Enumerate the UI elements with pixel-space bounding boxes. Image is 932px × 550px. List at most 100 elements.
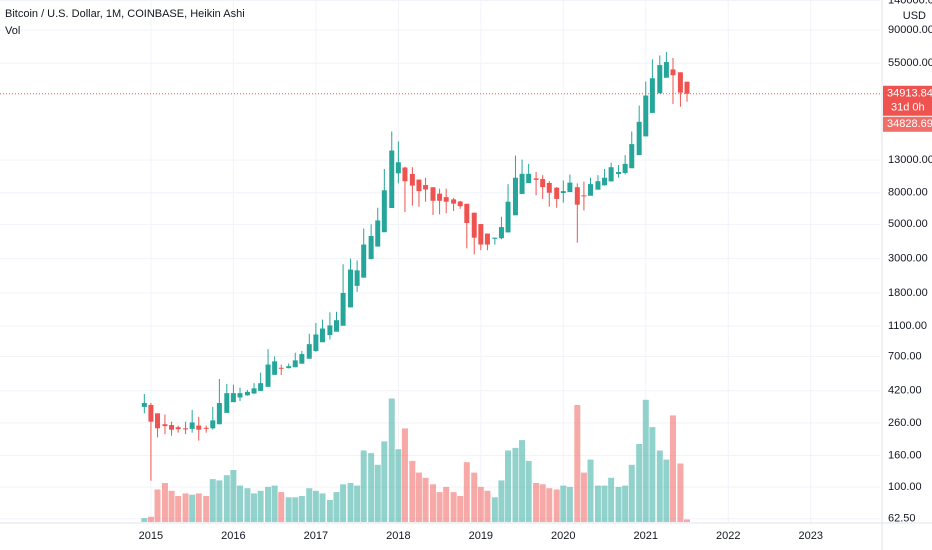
volume-bar xyxy=(189,494,196,522)
x-tick-label: 2018 xyxy=(386,530,410,542)
volume-pane xyxy=(141,398,691,522)
volume-bar xyxy=(539,484,546,522)
volume-bar xyxy=(354,485,361,522)
x-tick-label: 2016 xyxy=(221,530,245,542)
second-price-box xyxy=(883,116,932,132)
candle-body xyxy=(340,292,346,326)
candle-body xyxy=(333,320,339,332)
volume-label: Vol xyxy=(5,25,20,37)
candle-body xyxy=(216,402,222,425)
candle-body xyxy=(636,121,642,156)
y-tick-label: 55000.00 xyxy=(888,57,932,69)
volume-bar xyxy=(209,479,216,522)
volume-bar xyxy=(608,477,615,522)
y-tick-label: 8000.00 xyxy=(888,187,928,199)
volume-bar xyxy=(161,483,168,522)
candle-body xyxy=(657,65,663,94)
candle-body xyxy=(278,367,284,369)
chart-title: Bitcoin / U.S. Dollar, 1M, COINBASE, Hei… xyxy=(5,8,245,20)
volume-bar xyxy=(436,492,443,522)
volume-bar xyxy=(601,485,608,522)
volume-bar xyxy=(381,441,388,522)
candle-body xyxy=(148,404,154,422)
candle-body xyxy=(286,366,292,369)
candle-body xyxy=(649,78,655,113)
volume-bar xyxy=(553,489,560,522)
candle-body xyxy=(643,95,649,137)
y-tick-label: 13000.00 xyxy=(888,154,932,166)
candle-body xyxy=(457,201,463,207)
volume-bar xyxy=(141,518,148,522)
candle-body xyxy=(684,81,690,94)
volume-bar xyxy=(484,490,491,522)
candle-body xyxy=(437,193,443,201)
y-tick-label: 100.00 xyxy=(888,481,922,493)
candle-body xyxy=(169,425,175,430)
volume-bar xyxy=(374,464,381,522)
volume-bar xyxy=(491,497,498,522)
candle-body xyxy=(196,425,202,430)
candle-body xyxy=(354,270,360,286)
candle-body xyxy=(224,393,230,413)
volume-bar xyxy=(203,496,210,522)
volume-bar xyxy=(154,489,161,522)
volume-bar xyxy=(415,472,422,522)
y-tick-label: 260.00 xyxy=(888,417,922,429)
volume-bar xyxy=(230,470,237,522)
candle-body xyxy=(498,227,504,239)
candle-body xyxy=(389,150,395,209)
candle-body xyxy=(663,62,669,78)
candle-body xyxy=(244,391,250,396)
volume-bar xyxy=(615,486,622,522)
candle-body xyxy=(368,236,374,260)
volume-bar xyxy=(388,398,395,522)
y-tick-label: 62.50 xyxy=(888,513,916,525)
candle-body xyxy=(567,182,573,193)
volume-bar xyxy=(409,460,416,522)
volume-bar xyxy=(422,477,429,522)
candle-body xyxy=(189,422,195,429)
volume-bar xyxy=(271,485,278,522)
volume-bar xyxy=(450,492,457,522)
volume-bar xyxy=(195,493,202,522)
candle-body xyxy=(210,420,216,429)
volume-bar xyxy=(628,464,635,522)
volume-bar xyxy=(147,516,154,522)
volume-bar xyxy=(566,486,573,522)
volume-bar xyxy=(560,485,567,522)
candle-body xyxy=(319,328,325,343)
volume-bar xyxy=(519,440,526,522)
volume-bar xyxy=(471,472,478,522)
candle-body xyxy=(251,388,257,394)
candle-body xyxy=(265,364,271,387)
currency-label: USD xyxy=(903,10,926,22)
volume-bar xyxy=(587,459,594,522)
volume-bar xyxy=(223,475,230,522)
volume-bar xyxy=(298,496,305,522)
candle-body xyxy=(622,163,628,173)
volume-bar xyxy=(319,493,326,522)
candle-body xyxy=(237,393,243,398)
volume-bar xyxy=(368,453,375,522)
volume-bar xyxy=(244,488,251,522)
candle-body xyxy=(402,167,408,182)
x-tick-label: 2021 xyxy=(634,530,658,542)
y-tick-label: 420.00 xyxy=(888,385,922,397)
volume-bar xyxy=(457,496,464,522)
candle-body xyxy=(602,177,608,186)
candle-body xyxy=(512,177,518,216)
candle-body xyxy=(595,181,601,190)
candle-body xyxy=(306,344,312,359)
x-tick-label: 2015 xyxy=(139,530,163,542)
y-tick-label: 140000.00 xyxy=(888,0,932,6)
candle-body xyxy=(299,354,305,364)
candle-body xyxy=(272,361,278,375)
x-tick-label: 2022 xyxy=(716,530,740,542)
candle-body xyxy=(533,178,539,180)
y-tick-label: 3000.00 xyxy=(888,253,928,265)
volume-bar xyxy=(168,490,175,522)
candle-body xyxy=(478,224,484,245)
volume-bar xyxy=(677,463,684,522)
